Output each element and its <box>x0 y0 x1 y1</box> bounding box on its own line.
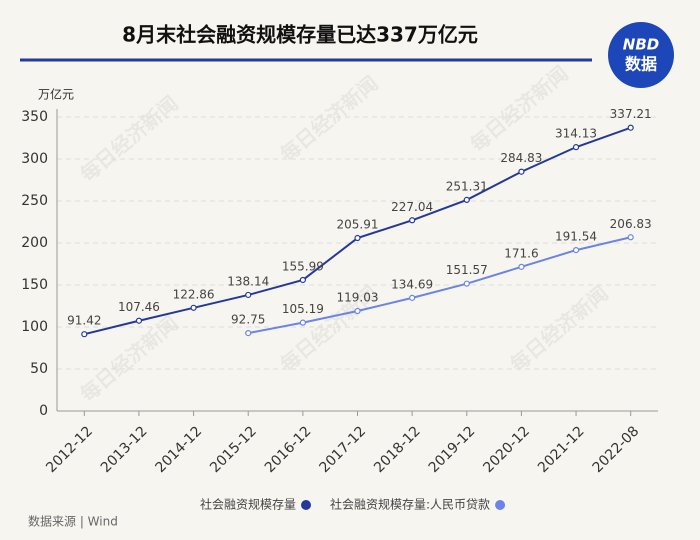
data-point <box>627 124 634 131</box>
data-point <box>81 331 88 338</box>
logo-badge <box>608 22 674 88</box>
value-label: 251.31 <box>446 179 488 193</box>
legend-swatch <box>495 500 506 510</box>
value-label: 122.86 <box>173 287 215 301</box>
value-label: 337.21 <box>610 107 652 121</box>
data-point <box>190 304 197 311</box>
y-tick-label: 100 <box>21 319 48 335</box>
value-label: 205.91 <box>337 218 379 232</box>
value-label: 284.83 <box>500 151 542 165</box>
y-tick-label: 50 <box>30 361 48 377</box>
data-point <box>245 329 252 337</box>
value-label: 107.46 <box>118 300 160 314</box>
series-line <box>248 236 631 335</box>
logo-text: NBD <box>623 36 659 54</box>
logo-text: 数据 <box>625 55 657 74</box>
value-label: 171.6 <box>504 246 538 260</box>
value-label: 151.57 <box>446 263 488 277</box>
source: 数据来源 | Wind <box>28 514 118 529</box>
y-tick-label: 150 <box>21 277 48 293</box>
value-label: 105.19 <box>282 302 324 316</box>
data-point <box>572 144 580 151</box>
y-tick-label: 200 <box>21 235 48 251</box>
data-point <box>354 307 361 315</box>
data-point <box>245 291 252 299</box>
y-tick-label: 250 <box>21 193 48 209</box>
value-label: 191.54 <box>555 230 597 244</box>
chart-title: 8月末社会融资规模存量已达337万亿元 <box>122 23 478 47</box>
data-point <box>572 247 580 254</box>
value-label: 134.69 <box>391 277 433 291</box>
data-point <box>518 168 525 175</box>
data-point <box>299 276 306 284</box>
data-point <box>409 294 416 301</box>
data-point <box>627 234 634 241</box>
legend-label: 社会融资规模存量:人民币贷款 <box>330 497 490 512</box>
y-axis-label: 万亿元 <box>38 87 74 102</box>
data-point <box>463 196 470 203</box>
value-label: 119.03 <box>337 291 379 305</box>
data-point <box>463 280 470 287</box>
data-point <box>518 263 525 270</box>
data-point <box>354 234 361 242</box>
y-tick-label: 350 <box>21 109 48 125</box>
y-tick-label: 0 <box>39 403 48 419</box>
data-point <box>409 217 416 224</box>
value-label: 314.13 <box>555 127 597 141</box>
legend-swatch <box>301 500 312 510</box>
value-label: 91.42 <box>67 314 101 328</box>
value-label: 92.75 <box>231 313 265 327</box>
value-label: 206.83 <box>610 217 652 231</box>
data-point <box>135 317 143 324</box>
data-point <box>299 319 306 326</box>
value-label: 155.99 <box>282 259 324 273</box>
value-label: 227.04 <box>391 200 433 214</box>
legend-label: 社会融资规模存量 <box>200 497 296 512</box>
value-label: 138.14 <box>227 274 269 288</box>
y-tick-label: 300 <box>21 151 48 167</box>
